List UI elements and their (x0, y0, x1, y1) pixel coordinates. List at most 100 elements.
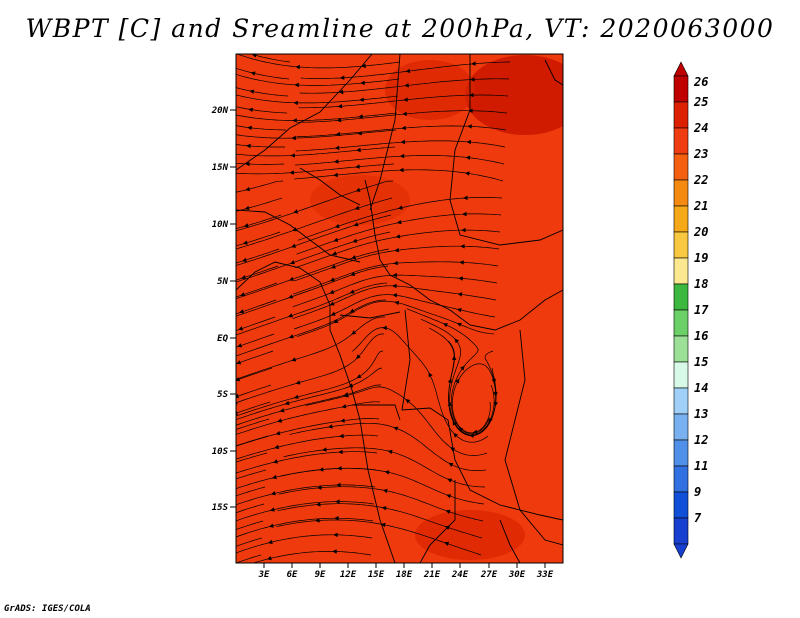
streamline (236, 144, 285, 148)
lat-label: 20N (211, 106, 229, 116)
streamline-arrow (343, 393, 349, 398)
streamline-arrow (452, 420, 457, 426)
streamline-arrow (348, 383, 354, 388)
streamline-arrow (399, 167, 404, 173)
streamline-arrow (269, 507, 275, 512)
streamline-arrow (353, 222, 359, 227)
streamline (236, 435, 269, 447)
wbpt-shading (236, 54, 563, 563)
streamline-arrow (337, 466, 342, 471)
lon-label: 6E (287, 570, 298, 580)
streamline-arrow (387, 449, 393, 455)
streamline (236, 418, 270, 430)
streamline-arrow (446, 494, 452, 499)
streamline-arrow (442, 323, 448, 328)
streamline-arrow (333, 532, 338, 538)
streamline (236, 248, 280, 264)
streamline-arrow (291, 357, 297, 362)
streamline-arrow (334, 223, 340, 228)
streamline-arrow (394, 247, 400, 253)
colorbar-label: 17 (694, 303, 709, 317)
streamline-arrow (459, 260, 464, 265)
streamline-arrow (329, 289, 335, 294)
colorbar-label: 15 (694, 355, 708, 369)
streamline-arrow (338, 89, 344, 95)
streamline-arrow (356, 374, 362, 379)
streamline (236, 248, 390, 300)
streamline-arrow (289, 276, 294, 281)
latitude-labels: 20N 15N 10N 5N EQ 5S 10S 15S (211, 106, 236, 513)
lon-label: 3E (258, 570, 270, 580)
streamline (236, 486, 266, 497)
streamline (236, 162, 285, 165)
colorbar-label: 18 (694, 277, 708, 291)
streamline-arrow (321, 447, 327, 452)
streamline-arrow (469, 433, 474, 438)
streamline-arrow (491, 378, 496, 384)
streamline (236, 74, 400, 86)
streamline-arrow (428, 372, 433, 378)
streamline (236, 434, 379, 460)
streamline-arrow (242, 257, 247, 262)
colorbar-label: 21 (693, 199, 708, 213)
streamline (236, 367, 383, 420)
colorbar-label: 25 (693, 95, 708, 109)
streamline (236, 350, 384, 417)
streamline-arrow (392, 283, 397, 289)
streamline-arrow (357, 131, 362, 136)
streamline-arrow (341, 404, 347, 409)
colorbar-swatch (673, 231, 689, 259)
streamline-arrow (277, 418, 283, 423)
streamline (236, 517, 374, 538)
streamline-arrow (392, 293, 398, 298)
streamline (236, 451, 378, 474)
streamline-arrow (293, 394, 299, 399)
streamline-arrow (396, 220, 402, 225)
streamline-arrow (241, 275, 246, 280)
colorbar-label: 26 (693, 75, 708, 89)
streamline-arrow (399, 153, 405, 159)
streamline-arrow (469, 92, 474, 98)
streamline-arrow (456, 308, 462, 313)
streamline-arrow (471, 61, 476, 66)
streamline-arrow (273, 459, 278, 464)
lon-label: 18E (396, 570, 413, 580)
streamline-arrow (330, 264, 336, 269)
streamline-arrow (244, 205, 250, 210)
streamline-arrow (352, 238, 358, 243)
streamline-arrow (291, 243, 297, 248)
lon-label: 30E (508, 570, 526, 580)
streamline (236, 180, 284, 193)
wbpt-high-region (385, 60, 475, 120)
streamline-arrow (292, 227, 298, 232)
colorbar-label: 12 (694, 433, 708, 447)
streamline-arrow (456, 322, 462, 327)
streamline-arrow (351, 330, 357, 335)
streamline-arrow (360, 80, 365, 85)
streamline-arrow (247, 125, 252, 131)
streamline (236, 106, 288, 114)
streamline-arrow (236, 377, 241, 382)
streamline-arrow (466, 139, 471, 145)
streamline-arrow (403, 97, 408, 102)
streamline-arrow (460, 244, 465, 249)
streamline-arrow (467, 124, 472, 129)
colorbar-swatch (673, 413, 689, 441)
streamline-arrow (397, 205, 403, 210)
streamline-arrow (401, 125, 406, 131)
streamline-arrow (464, 171, 470, 176)
streamline (250, 54, 291, 63)
streamline-arrow (381, 506, 387, 511)
streamline (236, 501, 375, 522)
streamline-arrow (465, 155, 471, 160)
colorbar-swatch (673, 257, 689, 285)
streamline-arrow (267, 539, 273, 545)
streamline-arrow (318, 467, 324, 472)
streamline-arrow (382, 325, 387, 331)
streamline-arrow (493, 392, 498, 397)
streamline-arrow (329, 301, 335, 306)
streamline-arrow (317, 485, 322, 490)
streamline-arrow (290, 260, 295, 265)
streamline-arrow (460, 365, 465, 371)
